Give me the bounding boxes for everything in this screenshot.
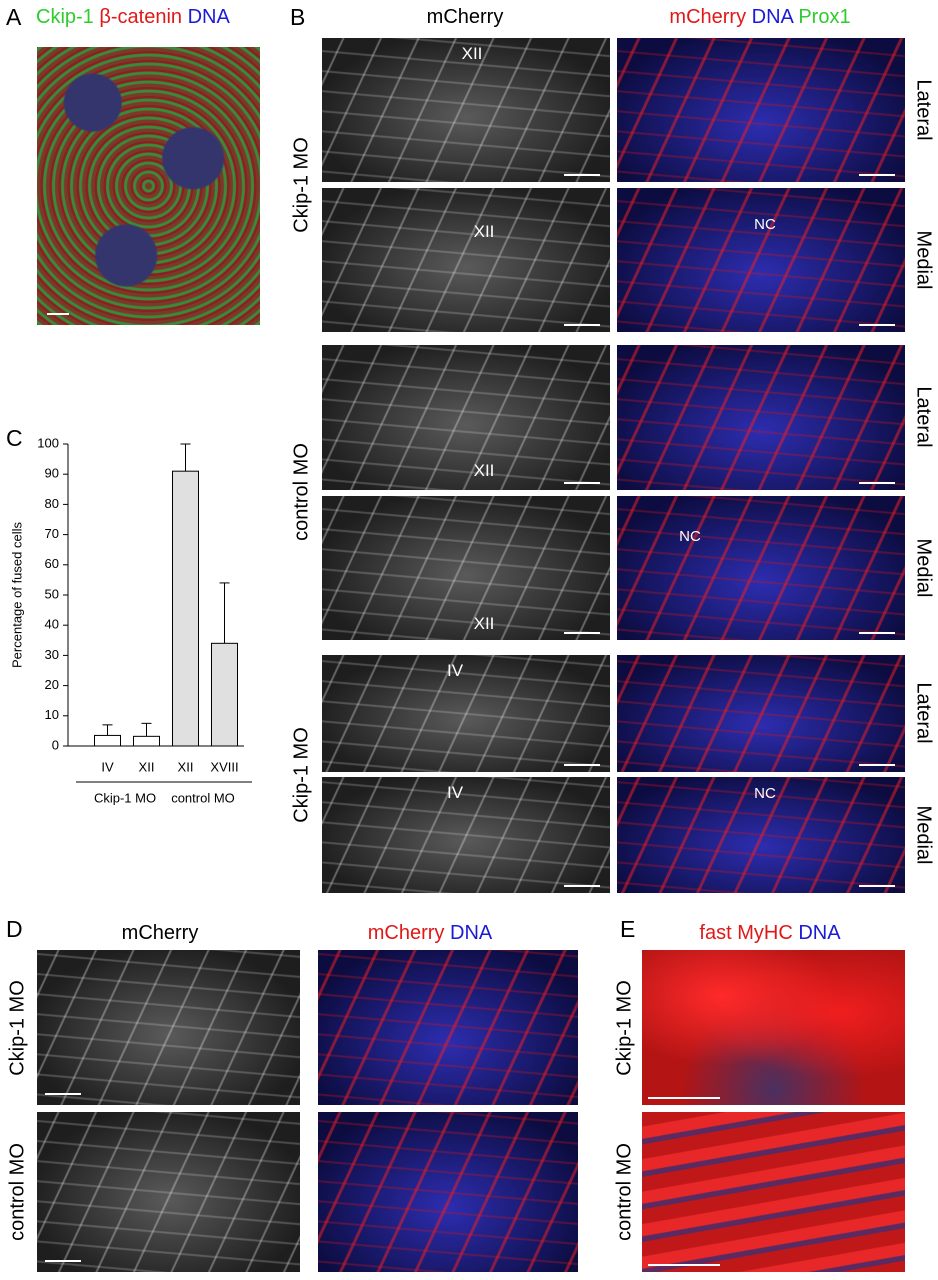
title-word: DNA — [187, 6, 230, 28]
title-word: DNA — [751, 6, 793, 28]
title-word: mCherry — [367, 922, 445, 944]
micrograph: IV — [322, 777, 610, 893]
y-tick-label: 100 — [37, 435, 59, 450]
segment-label: IV — [446, 783, 464, 802]
micrograph — [642, 1112, 905, 1272]
title-word: DNA — [450, 922, 493, 944]
micrograph: NC — [617, 777, 905, 893]
plane-label: Medial — [912, 805, 935, 865]
column-title: fast MyHC DNA — [699, 922, 840, 945]
column-title: mCherry DNA Prox1 — [669, 6, 850, 29]
bar — [133, 735, 160, 747]
x-tick-label: IV — [101, 759, 114, 774]
segment-label: XII — [473, 222, 495, 241]
title-word: mCherry — [669, 6, 747, 28]
y-tick-label: 20 — [45, 677, 59, 692]
y-tick-label: 10 — [45, 707, 59, 722]
region-label: NC — [754, 216, 776, 233]
y-tick-label: 0 — [52, 737, 59, 752]
bar — [211, 642, 238, 747]
micrograph: XII — [322, 38, 610, 182]
title-word: mCherry — [426, 6, 504, 28]
title-word: fast MyHC — [699, 922, 793, 944]
micrograph — [642, 950, 905, 1105]
plane-label: Lateral — [912, 386, 935, 448]
plane-label: Lateral — [912, 79, 935, 141]
group-label: Ckip-1 MO — [94, 790, 156, 805]
panel-title: Ckip-1 β-catenin DNA — [36, 6, 230, 29]
micrograph: XII — [322, 188, 610, 332]
title-word: mCherry — [121, 922, 199, 944]
panel-letter: A — [6, 4, 22, 30]
micrograph — [617, 38, 905, 182]
micrograph: NC — [617, 188, 905, 332]
x-tick-label: XVIII — [210, 759, 238, 774]
column-title: mCherry — [427, 6, 504, 29]
y-tick-label: 50 — [45, 586, 59, 601]
panel-letter: C — [6, 425, 23, 451]
micrograph: NC — [617, 496, 905, 640]
y-tick-label: 40 — [45, 617, 59, 632]
row-label: Ckip-1 MO — [6, 980, 29, 1076]
row-label: control MO — [290, 443, 313, 541]
row-label: Ckip-1 MO — [290, 727, 313, 823]
segment-label: XII — [473, 614, 495, 633]
y-tick-label: 70 — [45, 526, 59, 541]
title-word: β-catenin — [99, 6, 183, 28]
micrograph — [37, 1112, 300, 1272]
y-tick-label: 90 — [45, 466, 59, 481]
plane-label: Medial — [912, 230, 935, 290]
micrograph — [318, 950, 578, 1105]
bar-chart: 0 10 20 30 40 50 60 70 80 90 100 Percentage of fuse… — [9, 435, 252, 805]
plane-label: Medial — [912, 538, 935, 598]
row-label: Ckip-1 MO — [290, 137, 313, 233]
panel-letter: E — [620, 916, 636, 942]
plane-label: Lateral — [912, 682, 935, 744]
micrograph — [37, 950, 300, 1105]
row-label: control MO — [613, 1143, 636, 1241]
panel-letter: D — [6, 916, 23, 942]
title-word: DNA — [798, 922, 841, 944]
title-word: Ckip-1 — [36, 6, 94, 28]
y-axis-label: Percentage of fused cells — [9, 522, 24, 668]
row-label: Ckip-1 MO — [613, 980, 636, 1076]
x-tick-label: XII — [139, 759, 155, 774]
bar — [94, 734, 121, 747]
bar — [172, 470, 199, 747]
y-tick-label: 60 — [45, 556, 59, 571]
column-title: mCherry — [122, 922, 199, 945]
micrograph: XII — [322, 496, 610, 640]
segment-label: IV — [446, 661, 464, 680]
column-title: mCherry DNA — [368, 922, 492, 945]
y-tick-label: 80 — [45, 496, 59, 511]
segment-label: XII — [461, 44, 483, 63]
micrograph: XII — [322, 345, 610, 490]
micrograph — [617, 655, 905, 772]
segment-label: XII — [473, 461, 495, 480]
micrograph — [318, 1112, 578, 1272]
x-tick-label: XII — [178, 759, 194, 774]
region-label: NC — [754, 785, 776, 802]
micrograph — [37, 47, 260, 325]
group-label: control MO — [171, 790, 235, 805]
micrograph: IV — [322, 655, 610, 772]
y-tick-label: 30 — [45, 647, 59, 662]
title-word: Prox1 — [798, 6, 851, 28]
panel-letter: B — [290, 4, 306, 30]
micrograph — [617, 345, 905, 490]
region-label: NC — [679, 528, 701, 545]
row-label: control MO — [6, 1143, 29, 1241]
